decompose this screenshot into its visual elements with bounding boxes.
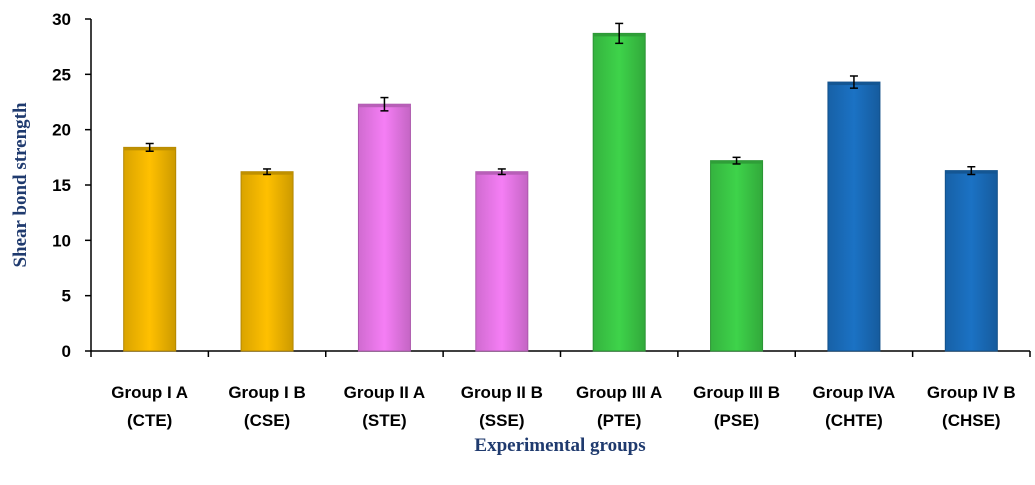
y-tick-label: 15 — [52, 176, 71, 195]
y-tick-label: 0 — [62, 342, 71, 361]
category-label: (SSE) — [479, 411, 524, 430]
category-label: (CHTE) — [825, 411, 883, 430]
y-axis-title: Shear bond strength — [10, 102, 31, 267]
category-label: Group I A — [111, 383, 188, 402]
category-label: (CSE) — [244, 411, 290, 430]
y-tick-label: 5 — [62, 287, 71, 306]
bar — [827, 81, 881, 352]
category-label: Group I B — [228, 383, 305, 402]
bar — [475, 171, 529, 352]
category-label: (STE) — [362, 411, 406, 430]
bar — [710, 160, 764, 352]
bar — [123, 146, 177, 352]
category-label: (PSE) — [714, 411, 759, 430]
category-label: Group IVA — [813, 383, 896, 402]
category-label: (CTE) — [127, 411, 172, 430]
bar — [592, 32, 646, 352]
category-label: Group III B — [693, 383, 780, 402]
bar — [240, 171, 294, 352]
y-tick-label: 25 — [52, 65, 71, 84]
y-tick-label: 20 — [52, 121, 71, 140]
x-axis-title: Experimental groups — [474, 435, 645, 456]
category-label: (CHSE) — [942, 411, 1001, 430]
bar — [944, 170, 998, 352]
category-label: Group III A — [576, 383, 662, 402]
bar — [357, 103, 411, 352]
category-label: (PTE) — [597, 411, 641, 430]
category-label: Group II A — [344, 383, 426, 402]
category-label: Group II B — [461, 383, 543, 402]
y-tick-label: 10 — [52, 231, 71, 250]
plot-area: 0 5 10 15 20 25 30 Group I A (CTE) Group I B (CSE)… — [52, 10, 1031, 430]
y-tick-label: 30 — [52, 10, 71, 29]
category-label: Group IV B — [927, 383, 1016, 402]
